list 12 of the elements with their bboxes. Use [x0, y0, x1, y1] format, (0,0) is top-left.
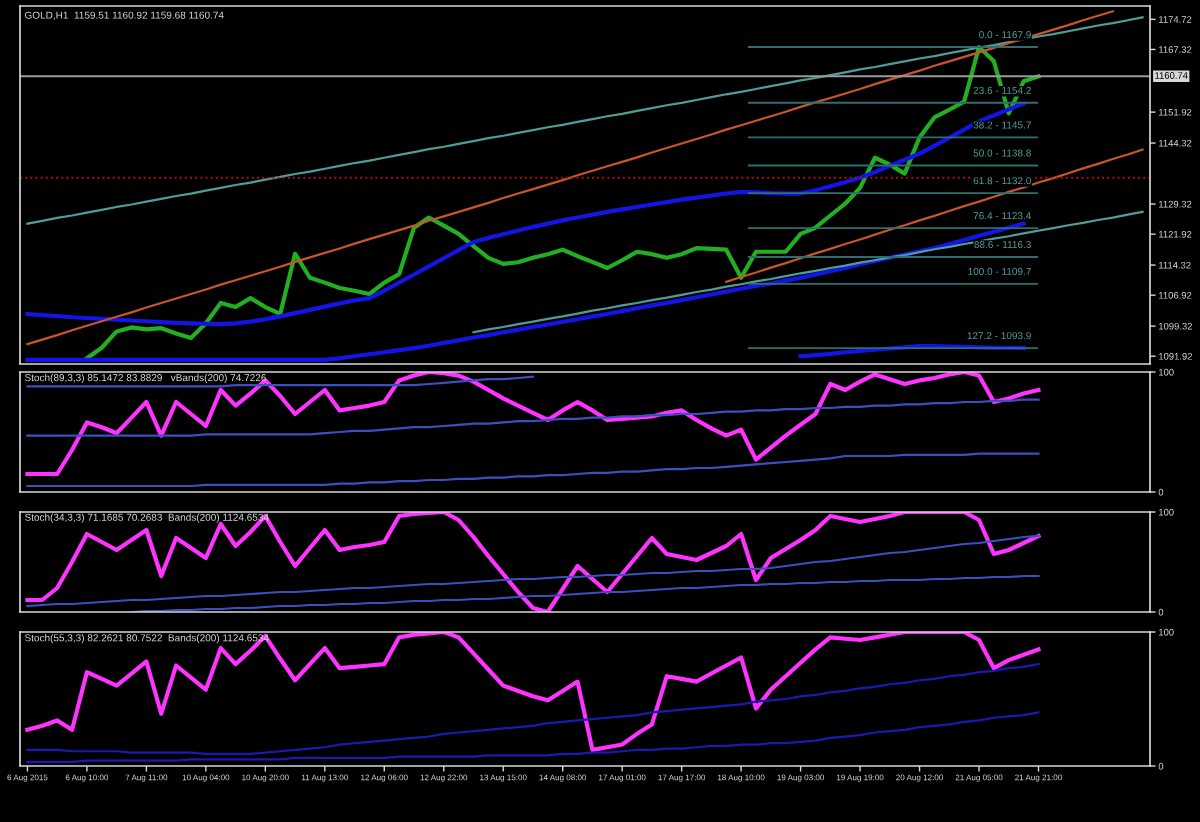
line-series — [26, 16, 1144, 225]
line-series — [26, 534, 1040, 608]
line-series — [25, 632, 1041, 753]
line-series — [26, 452, 1040, 488]
line-series — [25, 372, 1041, 477]
line-series — [26, 663, 1040, 756]
line-series — [25, 512, 1041, 612]
line-series — [472, 210, 1144, 334]
line-series — [84, 45, 1041, 361]
line-series — [725, 148, 1144, 283]
line-series — [26, 398, 1040, 437]
line-series — [26, 10, 1114, 346]
